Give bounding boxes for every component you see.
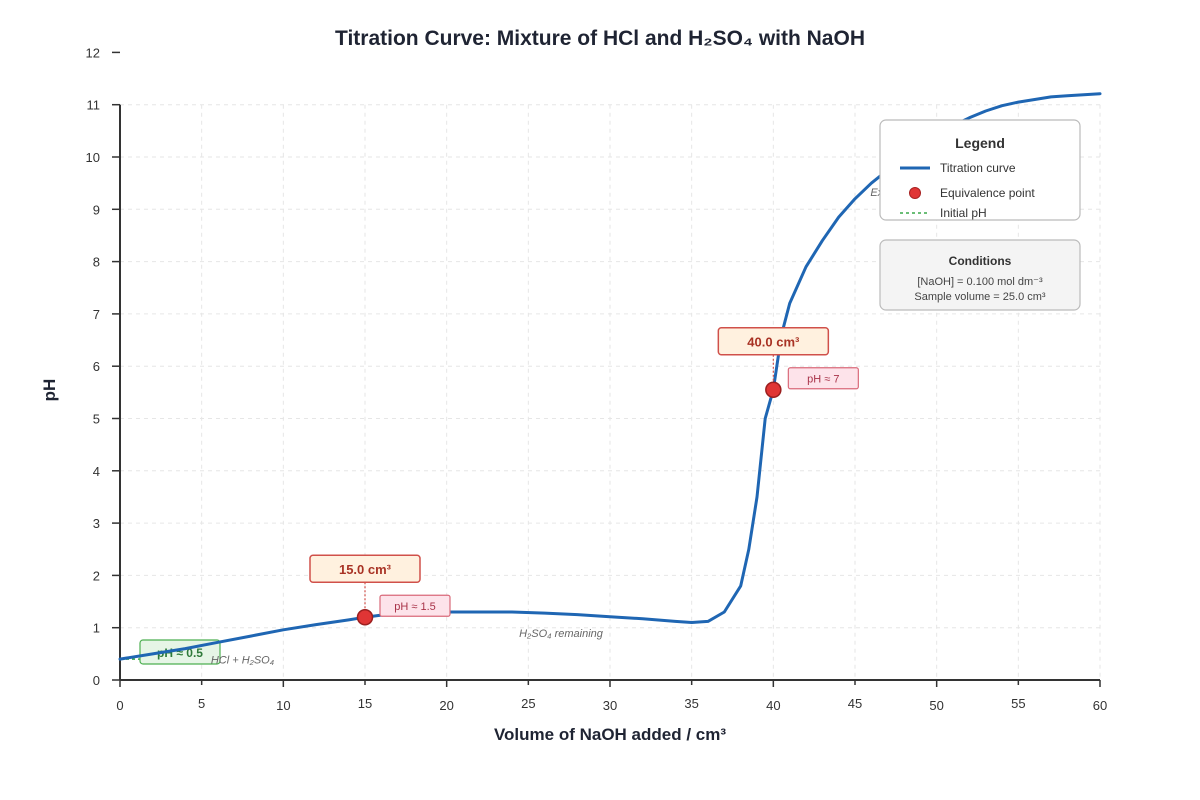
x-tick-label: 10: [276, 698, 290, 713]
equivalence-ph-box: [787, 367, 859, 390]
equivalence-ph-label: pH ≈ 7: [807, 374, 839, 386]
initial-ph-label: pH ≈ 0.5: [157, 646, 203, 660]
y-tick-label: 11: [87, 98, 101, 113]
legend: Legend Titration curve Equivalence point…: [879, 119, 1081, 221]
y-tick-label: 4: [93, 464, 100, 479]
equivalence-volume-label: 40.0 cm³: [747, 335, 800, 350]
x-tick-label: 15: [358, 696, 372, 711]
conditions-title: Conditions: [949, 254, 1012, 268]
conditions-line-volume: Sample volume = 25.0 cm³: [914, 291, 1045, 303]
legend-entry-point: Equivalence point: [940, 186, 1035, 200]
x-tick-label: 60: [1093, 698, 1107, 713]
y-axis-label: pH: [40, 379, 59, 402]
y-tick-label: 7: [93, 307, 100, 322]
x-tick-label: 40: [766, 698, 780, 713]
conditions-panel: [879, 239, 1081, 311]
y-tick-label: 8: [93, 255, 100, 270]
y-tick-label: 3: [93, 516, 100, 531]
legend-box: [879, 119, 1081, 221]
equivalence-points: 15.0 cm³ pH ≈ 1.5 40.0 cm³ pH ≈ 7: [309, 326, 859, 626]
x-tick-label: 25: [521, 696, 535, 711]
y-tick-label: 10: [86, 150, 100, 165]
x-tick-label: 30: [603, 698, 617, 713]
x-tick-label: 5: [198, 696, 205, 711]
x-tick-label: 35: [684, 696, 698, 711]
conditions-line-naoh: [NaOH] = 0.100 mol dm⁻³: [917, 276, 1043, 288]
legend-point-swatch: [909, 187, 921, 199]
y-tick-label: 2: [93, 568, 100, 583]
x-tick-label: 55: [1011, 696, 1025, 711]
y-tick-label: 6: [93, 359, 100, 374]
conditions-box: Conditions [NaOH] = 0.100 mol dm⁻³ Sampl…: [879, 239, 1081, 311]
chart-title: Titration Curve: Mixture of HCl and H₂SO…: [335, 27, 865, 50]
legend-title: Legend: [955, 135, 1005, 151]
legend-entry-initial: Initial pH: [940, 206, 987, 220]
x-tick-label: 50: [929, 698, 943, 713]
equivalence-volume-box: [309, 554, 421, 583]
y-tick-label: 0: [93, 673, 100, 688]
legend-entry-curve: Titration curve: [940, 161, 1016, 175]
y-tick-label: 9: [93, 202, 100, 217]
x-axis-label: Volume of NaOH added / cm³: [494, 725, 726, 744]
equivalence-volume-box: [717, 326, 830, 356]
y-tick-label: 1: [93, 621, 100, 636]
y-tick-label: 5: [93, 412, 100, 427]
x-tick-label: 20: [439, 698, 453, 713]
equivalence-ph-box: [379, 594, 451, 617]
region-annotation: HCl + H₂SO₄: [211, 654, 274, 666]
x-tick-label: 0: [116, 698, 123, 713]
equivalence-point-marker: [356, 608, 374, 626]
equivalence-point-marker: [765, 381, 782, 398]
y-tick-label: 12: [86, 45, 100, 60]
region-annotation: H₂SO₄ remaining: [519, 628, 604, 640]
x-tick-label: 45: [848, 696, 862, 711]
x-axis-ticks: 0 5 10 15 20 25 30 35 40 45 50 55 60: [116, 680, 1107, 713]
equivalence-ph-label: pH ≈ 1.5: [394, 601, 436, 613]
equivalence-volume-label: 15.0 cm³: [339, 562, 392, 577]
